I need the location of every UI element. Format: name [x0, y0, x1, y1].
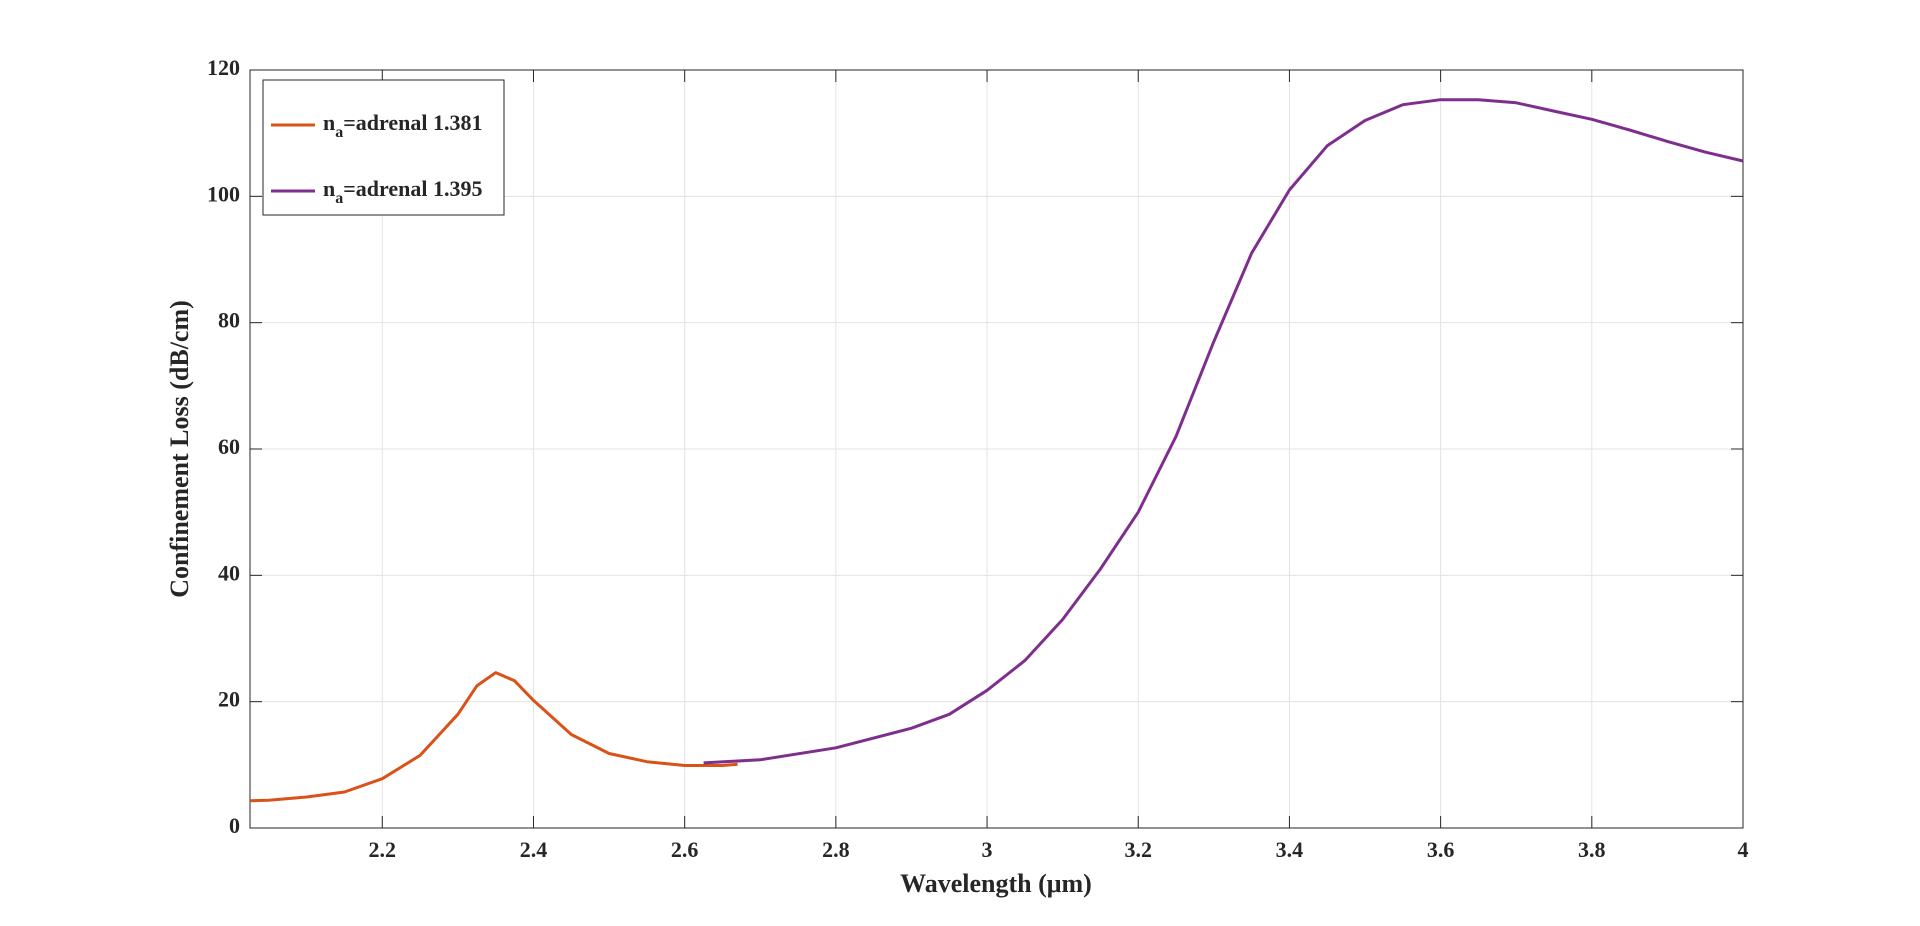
- y-tick-label: 20: [218, 687, 240, 712]
- data-line: [703, 98, 1744, 765]
- y-tick-label: 60: [218, 434, 240, 459]
- x-tick-label: 4: [1738, 837, 1749, 862]
- legend-label: na=adrenal 1.395: [323, 176, 483, 207]
- data-line: [249, 671, 738, 803]
- legend-text: n: [323, 176, 335, 201]
- x-tick-label: 2.8: [822, 837, 850, 862]
- x-tick-label: 3.2: [1124, 837, 1152, 862]
- x-tick-label: 2.2: [369, 837, 397, 862]
- x-tick-label: 3.6: [1427, 837, 1455, 862]
- x-tick-label: 3.8: [1578, 837, 1606, 862]
- legend-text: =adrenal 1.381: [343, 110, 482, 135]
- legend-text: n: [323, 110, 335, 135]
- legend-subscript: a: [335, 190, 343, 207]
- legend-label: na=adrenal 1.381: [323, 110, 483, 141]
- y-tick-label: 0: [229, 813, 240, 838]
- legend-subscript: a: [335, 124, 343, 141]
- y-tick-label: 80: [218, 308, 240, 333]
- x-tick-label: 3.4: [1276, 837, 1304, 862]
- x-tick-label: 2.4: [520, 837, 548, 862]
- plot-frame: [249, 69, 1744, 829]
- x-tick-label: 2.6: [671, 837, 699, 862]
- y-tick-label: 40: [218, 560, 240, 585]
- y-tick-label: 120: [207, 55, 240, 80]
- x-tick-label: 3: [982, 837, 993, 862]
- legend-text: =adrenal 1.395: [343, 176, 482, 201]
- y-tick-label: 100: [207, 181, 240, 206]
- y-axis-label: Confinement Loss (dB/cm): [165, 300, 194, 598]
- x-axis-label: Wavelength (μm): [900, 869, 1092, 898]
